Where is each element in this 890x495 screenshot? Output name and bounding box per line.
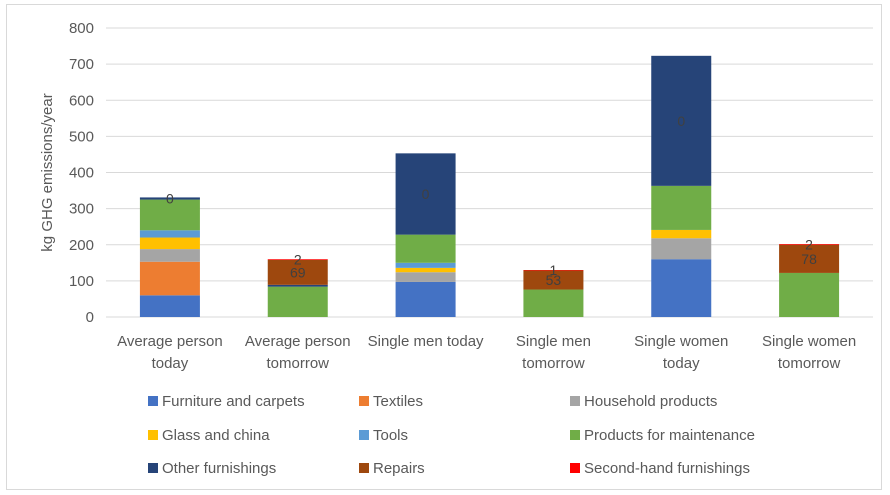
legend-label: Repairs — [373, 460, 425, 477]
legend-label: Products for maintenance — [584, 427, 755, 444]
bar-segment-products-for-maintenance — [139, 199, 200, 231]
x-category-label: tomorrow — [522, 355, 585, 372]
bar-segment-household-products — [139, 249, 200, 262]
bar-segment-repairs — [267, 259, 328, 285]
bar-segment-glass-and-china — [139, 237, 200, 250]
y-tick-label: 200 — [69, 237, 94, 254]
x-category-label: Single men today — [368, 333, 484, 350]
legend-label: Second-hand furnishings — [584, 460, 750, 477]
y-tick-label: 500 — [69, 128, 94, 145]
x-category-label: tomorrow — [778, 355, 841, 372]
x-category-label: Single women — [762, 333, 856, 350]
bar-segment-glass-and-china — [395, 267, 456, 273]
bar-segment-second-hand-furnishings — [779, 244, 840, 245]
bar-segment-tools — [395, 262, 456, 268]
bar-segment-second-hand-furnishings — [267, 259, 328, 260]
data-label: 78 — [801, 251, 817, 267]
legend-label: Other furnishings — [162, 460, 276, 477]
y-tick-label: 700 — [69, 56, 94, 73]
legend-label: Household products — [584, 393, 717, 410]
legend-swatch — [359, 463, 369, 473]
bar-segment-other-furnishings — [267, 284, 328, 287]
x-category-label: Average person — [117, 333, 223, 350]
data-label: 69 — [290, 264, 306, 280]
x-category-label: Average person — [245, 333, 351, 350]
data-label: 0 — [422, 186, 430, 202]
data-label: 0 — [677, 113, 685, 129]
bar-segment-products-for-maintenance — [267, 286, 328, 317]
bar-segment-other-furnishings — [395, 153, 456, 235]
legend-swatch — [148, 396, 158, 406]
legend-swatch — [570, 430, 580, 440]
bar-segment-products-for-maintenance — [523, 289, 584, 317]
bar-segment-repairs — [779, 244, 840, 273]
legend-swatch — [570, 396, 580, 406]
y-tick-label: 800 — [69, 20, 94, 37]
y-tick-label: 100 — [69, 273, 94, 290]
y-tick-label: 0 — [86, 309, 94, 326]
legend-swatch — [359, 430, 369, 440]
legend-swatch — [570, 463, 580, 473]
bar-segment-furniture-and-carpets — [139, 295, 200, 317]
legend-swatch — [359, 396, 369, 406]
y-tick-label: 300 — [69, 201, 94, 218]
legend-swatch — [148, 463, 158, 473]
legend-swatch — [148, 430, 158, 440]
bar-segment-furniture-and-carpets — [651, 259, 712, 317]
bar-segment-tools — [139, 230, 200, 238]
data-label: 0 — [166, 191, 174, 207]
legend-label: Glass and china — [162, 427, 270, 444]
data-label: 1 — [550, 262, 558, 278]
legend-label: Tools — [373, 427, 408, 444]
bar-segment-products-for-maintenance — [395, 234, 456, 263]
x-category-label: Single men — [516, 333, 591, 350]
chart-frame — [6, 4, 882, 490]
bar-segment-furniture-and-carpets — [395, 281, 456, 317]
data-label: 2 — [294, 252, 302, 268]
data-label: 53 — [546, 272, 562, 288]
bar-segment-textiles — [139, 261, 200, 296]
x-category-label: today — [152, 355, 189, 372]
bar-segment-glass-and-china — [651, 229, 712, 239]
bar-segment-other-furnishings — [139, 197, 200, 200]
y-axis-label: kg GHG emissions/year — [39, 93, 56, 251]
y-tick-label: 600 — [69, 92, 94, 109]
bar-segment-repairs — [523, 270, 584, 290]
bar-segment-products-for-maintenance — [651, 185, 712, 230]
bar-segment-second-hand-furnishings — [523, 270, 584, 271]
bar-segment-other-furnishings — [651, 55, 712, 186]
x-category-label: Single women — [634, 333, 728, 350]
y-tick-label: 400 — [69, 165, 94, 182]
bar-segment-products-for-maintenance — [779, 272, 840, 317]
x-category-label: today — [663, 355, 700, 372]
x-category-label: tomorrow — [266, 355, 329, 372]
legend-label: Textiles — [373, 393, 423, 410]
legend-label: Furniture and carpets — [162, 393, 305, 410]
bar-segment-household-products — [651, 238, 712, 260]
data-label: 2 — [805, 236, 813, 252]
bar-segment-household-products — [395, 272, 456, 282]
